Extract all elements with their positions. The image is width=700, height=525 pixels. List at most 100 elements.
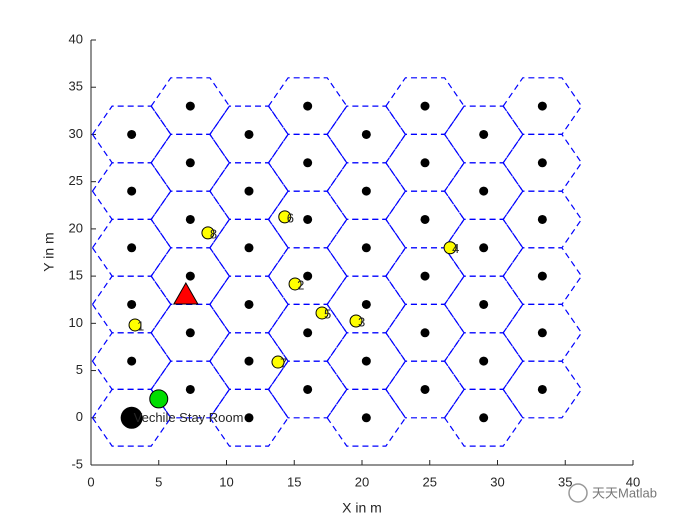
cell-center <box>479 299 489 309</box>
cell-center <box>420 158 430 168</box>
user-label: 2 <box>297 277 304 292</box>
triangle-point <box>172 281 199 305</box>
cell-center <box>479 356 489 366</box>
user-point <box>349 314 363 328</box>
cell-center <box>244 243 254 253</box>
y-tick-label: 0 <box>76 409 83 424</box>
user-label: 6 <box>287 210 294 225</box>
cell-center <box>361 186 371 196</box>
cell-center <box>420 214 430 224</box>
y-tick-label: 15 <box>69 268 83 283</box>
cell-center <box>244 186 254 196</box>
x-tick-label: 35 <box>558 474 572 489</box>
cell-center <box>303 158 313 168</box>
y-tick-label: -5 <box>71 456 83 471</box>
cell-center <box>479 243 489 253</box>
cell-hexagon <box>326 105 407 164</box>
watermark-icon <box>568 483 588 503</box>
x-tick-label: 25 <box>423 474 437 489</box>
cell-hexagon <box>150 77 231 135</box>
x-tick-label: 20 <box>355 474 369 489</box>
user-point <box>201 226 215 240</box>
user-label: 5 <box>324 306 331 321</box>
cell-center <box>303 271 313 281</box>
y-tick-label: 30 <box>69 126 83 141</box>
green-point <box>149 389 169 409</box>
cell-center <box>244 129 254 139</box>
user-label: 1 <box>137 318 144 333</box>
cell-center <box>185 214 195 224</box>
cell-center <box>303 384 313 394</box>
y-tick-label: 35 <box>69 79 83 94</box>
cell-center <box>185 271 195 281</box>
cell-center <box>127 186 137 196</box>
stay-room-label: Vechile Stay Room <box>134 410 244 425</box>
x-tick-label: 10 <box>219 474 233 489</box>
cell-center <box>127 299 137 309</box>
cell-center <box>537 384 547 394</box>
x-tick-label: 15 <box>287 474 301 489</box>
cell-hexagon <box>502 77 583 135</box>
watermark: 天天Matlab <box>592 485 657 500</box>
cell-center <box>479 129 489 139</box>
cell-center <box>361 413 371 423</box>
cell-hexagon <box>443 105 524 164</box>
stay-room-point <box>120 406 143 429</box>
cell-center <box>361 129 371 139</box>
x-tick-label: 5 <box>155 474 162 489</box>
cell-center <box>479 186 489 196</box>
cell-center <box>537 328 547 338</box>
x-tick-label: 0 <box>87 474 94 489</box>
cell-center <box>185 158 195 168</box>
x-tick-label: 40 <box>626 474 640 489</box>
y-tick-label: 40 <box>69 31 83 46</box>
cell-center <box>420 101 430 111</box>
cell-center <box>127 356 137 366</box>
cell-hexagon <box>91 105 172 164</box>
cell-hexagon <box>267 77 348 135</box>
user-point <box>128 318 142 332</box>
cell-center <box>303 214 313 224</box>
y-tick-label: 20 <box>69 220 83 235</box>
cell-center <box>479 413 489 423</box>
x-tick-label: 30 <box>490 474 504 489</box>
cell-center <box>185 101 195 111</box>
cell-center <box>420 384 430 394</box>
cell-center <box>185 328 195 338</box>
cell-center <box>537 101 547 111</box>
cell-center <box>537 158 547 168</box>
cell-center <box>537 214 547 224</box>
user-label: 7 <box>280 355 287 370</box>
y-tick-label: 5 <box>76 362 83 377</box>
y-axis-label: Y in m <box>41 232 57 271</box>
user-label: 4 <box>452 241 459 256</box>
y-tick-label: 10 <box>69 315 83 330</box>
cell-hexagon <box>385 77 465 135</box>
cell-center <box>244 299 254 309</box>
cell-center <box>303 101 313 111</box>
cell-center <box>420 328 430 338</box>
user-point <box>315 306 329 320</box>
user-point <box>443 241 457 255</box>
user-label: 3 <box>358 314 365 329</box>
cell-center <box>127 129 137 139</box>
cell-center <box>244 413 254 423</box>
cell-center <box>127 243 137 253</box>
cell-center <box>185 384 195 394</box>
user-point <box>271 355 285 369</box>
user-point <box>278 210 292 224</box>
cell-center <box>303 328 313 338</box>
cell-center <box>537 271 547 281</box>
cell-hexagon <box>209 105 289 164</box>
user-point <box>288 277 302 291</box>
cell-center <box>361 299 371 309</box>
cell-center <box>420 271 430 281</box>
cell-center <box>361 356 371 366</box>
cell-center <box>361 243 371 253</box>
cell-center <box>244 356 254 366</box>
y-tick-label: 25 <box>69 173 83 188</box>
x-axis-label: X in m <box>342 500 382 516</box>
user-label: 8 <box>210 226 217 241</box>
